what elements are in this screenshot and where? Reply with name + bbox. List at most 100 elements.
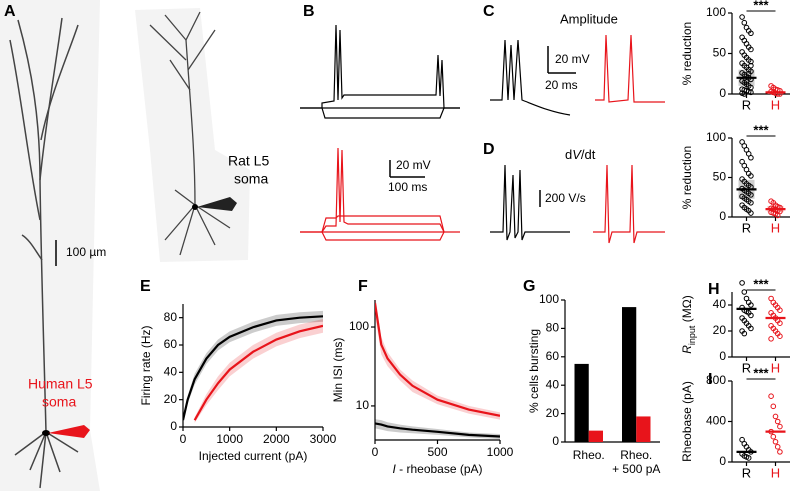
panel-label: C — [483, 3, 495, 20]
rat-soma — [192, 204, 198, 210]
y-tick-label: 60 — [164, 337, 178, 351]
data-point — [748, 312, 754, 319]
x-tick-label: 2000 — [263, 432, 290, 446]
x-tick-label: 0 — [372, 445, 379, 459]
data-point — [772, 413, 779, 420]
significance-label: *** — [753, 276, 769, 291]
y-axis-label: Rheobase (pA) — [680, 381, 694, 462]
data-point — [777, 307, 783, 314]
data-point — [777, 333, 783, 340]
y-tick-label: 0 — [719, 454, 726, 468]
panel-label: B — [303, 3, 315, 20]
dvdt-trace — [593, 164, 665, 244]
data-point — [774, 418, 781, 425]
data-point — [774, 212, 781, 219]
data-point — [745, 70, 752, 77]
data-point — [770, 433, 777, 440]
data-point — [748, 302, 754, 308]
significance-label: *** — [753, 122, 769, 137]
voltage-trace — [490, 39, 571, 116]
x-tick-label: 1000 — [216, 432, 243, 446]
x-tick-label: 3000 — [310, 432, 337, 446]
rat-neuron — [149, 11, 231, 256]
x-tick-label: H — [771, 360, 780, 375]
y-tick-label: 40 — [713, 297, 727, 311]
human-label: Human L5 — [28, 376, 93, 392]
data-point — [774, 444, 781, 450]
label-part: - rheobase (pA) — [396, 462, 483, 476]
y-tick-label: 100 — [706, 5, 726, 19]
x-tick-label: 0 — [180, 432, 187, 446]
y-tick-label: 20 — [713, 323, 727, 337]
scale-label: 20 mV — [555, 52, 590, 66]
x-axis-label: Injected current (pA) — [199, 449, 308, 463]
y-tick-label: 40 — [546, 377, 560, 391]
x-tick-label: H — [771, 97, 780, 112]
data-point — [770, 403, 777, 410]
data-point — [739, 280, 745, 286]
bar — [636, 416, 651, 442]
y-axis-label: % reduction — [680, 22, 694, 85]
data-line — [193, 324, 323, 421]
data-point — [739, 436, 745, 443]
human-soma — [42, 430, 50, 436]
y-tick-label: 0 — [719, 209, 726, 223]
title-part: V — [572, 147, 582, 162]
data-point — [741, 19, 748, 26]
y-axis-label: Rinput (MΩ) — [680, 295, 697, 354]
data-line — [183, 315, 323, 421]
data-point — [748, 89, 754, 96]
title-part: /dt — [581, 147, 596, 162]
panel-label: E — [140, 278, 151, 295]
x-tick-label: H — [771, 220, 780, 235]
data-point — [777, 320, 783, 327]
panel-label: G — [523, 278, 535, 295]
data-point — [741, 91, 748, 97]
image-background — [0, 0, 100, 491]
y-tick-label: 100 — [349, 319, 369, 333]
y-tick-label: 100 — [539, 292, 559, 306]
panel-title: dV/dt — [565, 147, 596, 162]
x-tick-label: R — [742, 220, 751, 235]
data-point — [748, 192, 754, 198]
bar — [588, 430, 603, 442]
data-point — [768, 336, 774, 342]
voltage-trace — [300, 147, 460, 241]
voltage-trace — [595, 34, 665, 103]
data-line — [375, 303, 500, 417]
y-axis-label: Firing rate (Hz) — [139, 325, 153, 405]
data-point — [748, 30, 754, 37]
panel-label: A — [4, 3, 16, 20]
y-tick-label: 50 — [713, 46, 727, 60]
x-tick-label: R — [742, 97, 751, 112]
x-tick-label: Rheo. — [572, 448, 605, 462]
data-point — [748, 199, 754, 206]
panel-label: F — [358, 278, 368, 295]
y-tick-label: 0 — [170, 419, 177, 433]
rat-label: soma — [234, 171, 268, 187]
y-tick-label: 0 — [719, 349, 726, 363]
data-point — [748, 325, 754, 332]
human-pipette — [48, 425, 90, 438]
significance-label: *** — [753, 365, 769, 380]
panel-title: Amplitude — [560, 11, 618, 26]
scale-label: 100 ms — [388, 180, 427, 194]
y-tick-label: 40 — [164, 365, 178, 379]
scale-label: 200 V/s — [545, 191, 586, 205]
dvdt-trace — [490, 164, 570, 241]
y-tick-label: 20 — [164, 392, 178, 406]
y-axis-label: % cells bursting — [527, 329, 541, 413]
x-tick-label: 1000 — [487, 445, 514, 459]
data-point — [741, 289, 748, 295]
error-band — [375, 300, 500, 420]
y-tick-label: 800 — [706, 373, 726, 387]
y-tick-label: 80 — [546, 321, 560, 335]
voltage-trace — [300, 24, 460, 119]
y-tick-label: 10 — [356, 398, 370, 412]
human-neuron — [9, 17, 79, 489]
panel-label: D — [483, 141, 495, 158]
data-point — [777, 449, 783, 455]
scale-label: 100 µm — [66, 245, 106, 259]
data-point — [748, 58, 754, 65]
